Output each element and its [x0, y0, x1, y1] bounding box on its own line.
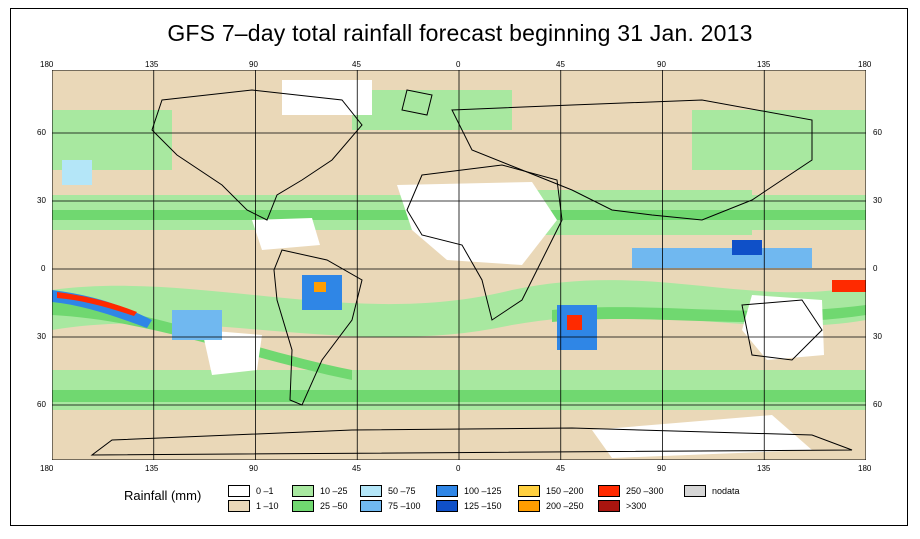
legend-swatch: [360, 485, 382, 497]
legend-swatch: [598, 500, 620, 512]
lon-tick-bottom: 180: [858, 464, 872, 473]
legend-swatch: [436, 500, 458, 512]
legend-swatch: [436, 485, 458, 497]
lat-tick-left: 60: [37, 128, 46, 137]
rainfall-map: [52, 70, 866, 460]
lon-tick-top: 180: [858, 60, 872, 69]
lon-tick-bottom: 0: [456, 464, 461, 473]
legend-swatch: [518, 500, 540, 512]
lat-tick-right: 0: [873, 264, 878, 273]
lon-tick-top: 135: [145, 60, 159, 69]
legend-swatch: [292, 500, 314, 512]
legend-swatch: [228, 485, 250, 497]
lon-tick-bottom: 90: [657, 464, 666, 473]
legend-item-label: 0 –1: [256, 486, 274, 496]
lon-tick-top: 180: [40, 60, 54, 69]
figure-frame: [10, 8, 908, 526]
lat-tick-right: 60: [873, 128, 882, 137]
lon-tick-top: 45: [352, 60, 361, 69]
legend-item-label: 50 –75: [388, 486, 416, 496]
lat-tick-left: 30: [37, 196, 46, 205]
lat-tick-right: 30: [873, 196, 882, 205]
lon-tick-bottom: 180: [40, 464, 54, 473]
lon-tick-bottom: 135: [145, 464, 159, 473]
heavy-rain-areas: [52, 160, 866, 350]
lat-tick-left: 60: [37, 400, 46, 409]
lat-tick-left: 30: [37, 332, 46, 341]
lon-tick-top: 90: [249, 60, 258, 69]
lat-tick-right: 60: [873, 400, 882, 409]
legend-item-label: nodata: [712, 486, 740, 496]
legend-item-label: 10 –25: [320, 486, 348, 496]
legend-swatch: [518, 485, 540, 497]
legend-swatch: [684, 485, 706, 497]
legend-item-label: 75 –100: [388, 501, 421, 511]
lon-tick-bottom: 135: [757, 464, 771, 473]
legend-item-label: 150 –200: [546, 486, 584, 496]
legend-item-label: >300: [626, 501, 647, 511]
lon-tick-bottom: 45: [556, 464, 565, 473]
legend-swatch: [360, 500, 382, 512]
lon-tick-top: 135: [757, 60, 771, 69]
lon-tick-top: 90: [657, 60, 666, 69]
lon-tick-bottom: 90: [249, 464, 258, 473]
legend-item-label: 125 –150: [464, 501, 502, 511]
graticule: [52, 70, 866, 460]
lat-tick-right: 30: [873, 332, 882, 341]
legend-item-label: 100 –125: [464, 486, 502, 496]
lon-tick-bottom: 45: [352, 464, 361, 473]
lat-tick-left: 0: [41, 264, 46, 273]
legend-swatch: [292, 485, 314, 497]
legend-swatch: [228, 500, 250, 512]
legend-item-label: 200 –250: [546, 501, 584, 511]
legend-item-label: 250 –300: [626, 486, 664, 496]
continent-outlines: [90, 89, 853, 456]
legend-title: Rainfall (mm): [124, 488, 202, 503]
lon-tick-top: 0: [456, 60, 461, 69]
legend-swatch: [598, 485, 620, 497]
map-title: GFS 7–day total rainfall forecast beginn…: [167, 20, 753, 46]
legend-item-label: 25 –50: [320, 501, 348, 511]
lon-tick-top: 45: [556, 60, 565, 69]
legend-item-label: 1 –10: [256, 501, 279, 511]
